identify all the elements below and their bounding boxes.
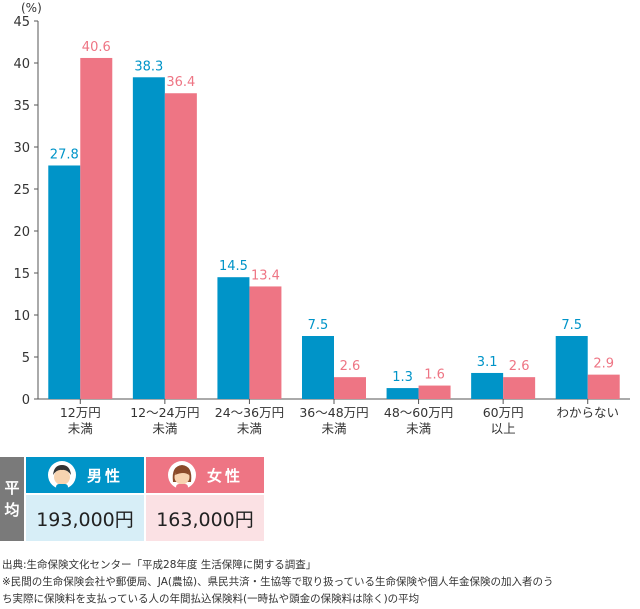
bar bbox=[418, 385, 451, 399]
bar-chart: 051015202530354045(%)27.840.612万円未満38.33… bbox=[13, 1, 630, 436]
bar bbox=[80, 57, 113, 400]
bar bbox=[164, 93, 197, 400]
bar bbox=[132, 77, 165, 399]
bar bbox=[503, 377, 536, 399]
x-tick-label: 12～24万円 bbox=[130, 405, 199, 420]
data-label: 2.6 bbox=[340, 359, 361, 374]
y-tick-label: 35 bbox=[13, 99, 30, 114]
data-label: 7.5 bbox=[561, 318, 582, 333]
bar bbox=[334, 377, 366, 399]
male-average-column: 男性 193,000円 bbox=[26, 457, 144, 541]
footnote-line: ※民間の生命保険会社や郵便局、JA(農協)、県民共済・生協等で取り扱っている生命… bbox=[2, 576, 554, 588]
bar bbox=[471, 372, 504, 399]
bar bbox=[555, 336, 588, 399]
male-header: 男性 bbox=[26, 457, 144, 493]
female-average-column: 女性 163,000円 bbox=[146, 457, 264, 541]
y-tick-label: 30 bbox=[13, 141, 30, 156]
y-tick-label: 20 bbox=[13, 225, 30, 240]
x-tick-label: 未満 bbox=[152, 421, 177, 436]
footnote-line: ち実際に保険料を支払っている人の年間払込保険料(一時払や頭金の保険料は除く)の平… bbox=[2, 593, 420, 605]
data-label: 13.4 bbox=[251, 268, 280, 283]
male-label: 男性 bbox=[86, 466, 123, 485]
bar bbox=[249, 286, 282, 399]
male-avatar-icon bbox=[47, 461, 76, 490]
average-label-char: 平 bbox=[4, 479, 20, 497]
bar bbox=[302, 336, 334, 399]
y-axis-unit: (%) bbox=[21, 1, 42, 15]
female-average-value: 163,000円 bbox=[146, 495, 264, 541]
y-tick-label: 25 bbox=[13, 183, 30, 198]
x-tick-label: 以上 bbox=[491, 421, 516, 436]
x-tick-label: 24～36万円 bbox=[215, 405, 284, 420]
bar bbox=[48, 165, 81, 399]
data-label: 1.6 bbox=[424, 368, 445, 383]
female-label: 女性 bbox=[206, 466, 243, 485]
female-avatar-icon bbox=[167, 461, 196, 490]
source-line: 出典:生命保険文化センター「平成28年度 生活保障に関する調査」 bbox=[2, 559, 317, 571]
y-tick-label: 10 bbox=[13, 309, 30, 324]
x-tick-label: 未満 bbox=[321, 421, 346, 436]
average-label: 平 均 bbox=[0, 457, 24, 541]
average-label-char: 均 bbox=[4, 501, 20, 519]
y-tick-label: 0 bbox=[22, 393, 30, 408]
y-tick-label: 45 bbox=[13, 15, 30, 30]
data-label: 3.1 bbox=[477, 355, 498, 370]
data-label: 36.4 bbox=[166, 75, 195, 90]
x-tick-label: 未満 bbox=[237, 421, 262, 436]
y-tick-label: 5 bbox=[22, 351, 30, 366]
bar bbox=[587, 374, 620, 399]
data-label: 2.6 bbox=[509, 359, 530, 374]
x-tick-label: 36～48万円 bbox=[299, 405, 368, 420]
data-label: 40.6 bbox=[82, 40, 111, 55]
data-label: 27.8 bbox=[50, 147, 79, 162]
bar bbox=[386, 388, 419, 399]
female-header: 女性 bbox=[146, 457, 264, 493]
data-label: 38.3 bbox=[134, 59, 163, 74]
data-label: 1.3 bbox=[392, 370, 413, 385]
male-average-value: 193,000円 bbox=[26, 495, 144, 541]
y-tick-label: 40 bbox=[13, 57, 30, 72]
source-notes: 出典:生命保険文化センター「平成28年度 生活保障に関する調査」 ※民間の生命保… bbox=[2, 557, 640, 608]
data-label: 7.5 bbox=[308, 318, 329, 333]
data-label: 14.5 bbox=[219, 259, 248, 274]
x-tick-label: わからない bbox=[556, 405, 619, 420]
data-label: 2.9 bbox=[593, 357, 614, 372]
x-tick-label: 12万円 bbox=[60, 405, 101, 420]
bar bbox=[217, 277, 250, 399]
y-tick-label: 15 bbox=[13, 267, 30, 282]
x-tick-label: 48～60万円 bbox=[384, 405, 453, 420]
x-tick-label: 未満 bbox=[68, 421, 93, 436]
x-tick-label: 未満 bbox=[406, 421, 431, 436]
x-tick-label: 60万円 bbox=[483, 405, 524, 420]
